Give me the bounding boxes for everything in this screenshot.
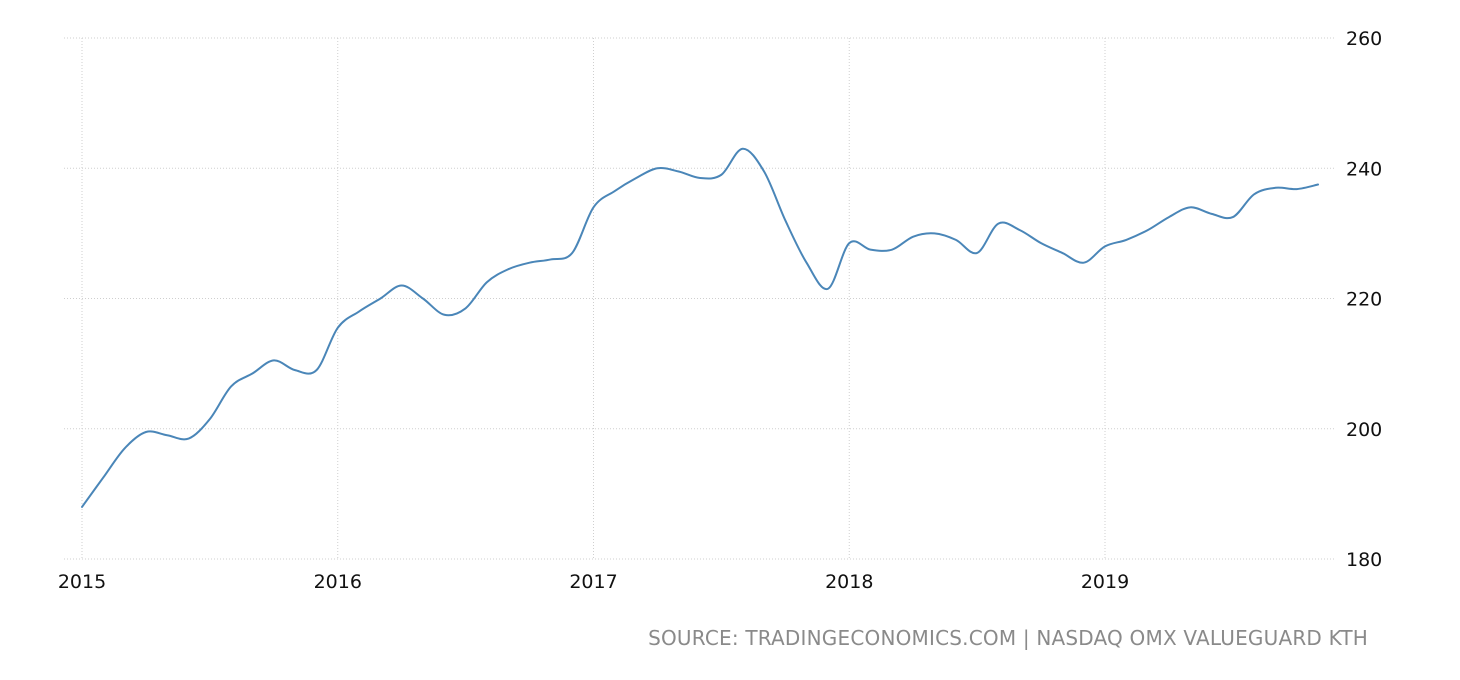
y-axis-tick-labels: 180 200 220 240 260: [1346, 28, 1382, 571]
y-tick-label: 260: [1346, 28, 1382, 50]
x-axis-tick-labels: 2015 2016 2017 2018 2019: [58, 571, 1129, 593]
source-attribution: SOURCE: TRADINGECONOMICS.COM | NASDAQ OM…: [648, 626, 1368, 650]
x-tick-label: 2019: [1081, 571, 1129, 593]
y-tick-label: 240: [1346, 158, 1382, 180]
horizontal-gridlines: [64, 37, 1336, 560]
y-tick-label: 220: [1346, 289, 1382, 311]
series-line: [81, 147, 1320, 508]
x-tick-label: 2016: [314, 571, 362, 593]
x-tick-label: 2015: [58, 571, 106, 593]
y-tick-label: 200: [1346, 419, 1382, 441]
series-layer: [81, 147, 1320, 508]
x-tick-label: 2018: [825, 571, 873, 593]
x-tick-label: 2017: [569, 571, 617, 593]
y-tick-label: 180: [1346, 549, 1382, 571]
